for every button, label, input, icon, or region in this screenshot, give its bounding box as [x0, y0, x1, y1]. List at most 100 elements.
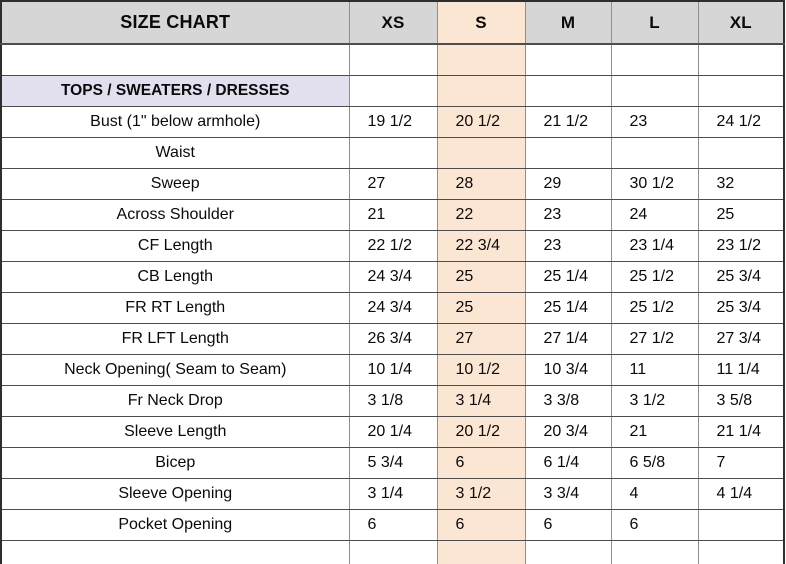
- value-cell: 3 3/4: [524, 477, 612, 510]
- row-label-cell: Fr Neck Drop: [0, 384, 350, 417]
- value-cell: 19 1/2: [348, 105, 438, 138]
- value-cell: 11 1/4: [697, 353, 785, 386]
- row-label-cell: Waist: [0, 136, 350, 169]
- value-cell: 27: [348, 167, 438, 200]
- row-label-cell: Across Shoulder: [0, 198, 350, 231]
- value-cell: 3 5/8: [697, 384, 785, 417]
- table-row: Across Shoulder 21 22 23 24 25: [0, 198, 785, 231]
- section-title-cell: TOPS / SWEATERS / DRESSES: [0, 74, 350, 107]
- column-header-s: S: [436, 0, 526, 45]
- value-cell: [436, 539, 526, 564]
- value-cell: 3 1/2: [610, 384, 699, 417]
- value-cell: [697, 539, 785, 564]
- value-cell: [436, 43, 526, 76]
- row-label-cell: Sweep: [0, 167, 350, 200]
- value-cell: 11: [610, 353, 699, 386]
- value-cell: 25: [436, 291, 526, 324]
- value-cell: 30 1/2: [610, 167, 699, 200]
- value-cell: 25 1/2: [610, 260, 699, 293]
- value-cell: [348, 43, 438, 76]
- row-label-cell: Pocket Opening: [0, 508, 350, 541]
- value-cell: 6 5/8: [610, 446, 699, 479]
- table-row: [0, 539, 785, 564]
- value-cell: 23: [524, 229, 612, 262]
- row-label-cell: CF Length: [0, 229, 350, 262]
- value-cell: [697, 74, 785, 107]
- row-label-cell: Bicep: [0, 446, 350, 479]
- row-label-cell: Neck Opening( Seam to Seam): [0, 353, 350, 386]
- value-cell: 5 3/4: [348, 446, 438, 479]
- row-label-cell: [0, 539, 350, 564]
- value-cell: 25 1/4: [524, 260, 612, 293]
- value-cell: 21: [610, 415, 699, 448]
- value-cell: 26 3/4: [348, 322, 438, 355]
- value-cell: 10 1/4: [348, 353, 438, 386]
- value-cell: 6: [610, 508, 699, 541]
- value-cell: 10 1/2: [436, 353, 526, 386]
- table-row: CB Length 24 3/4 25 25 1/4 25 1/2 25 3/4: [0, 260, 785, 293]
- value-cell: 24 3/4: [348, 291, 438, 324]
- value-cell: 21 1/4: [697, 415, 785, 448]
- value-cell: 6 1/4: [524, 446, 612, 479]
- value-cell: 27 1/4: [524, 322, 612, 355]
- value-cell: 24: [610, 198, 699, 231]
- row-label-cell: FR RT Length: [0, 291, 350, 324]
- table-row: FR LFT Length 26 3/4 27 27 1/4 27 1/2 27 3/4: [0, 322, 785, 355]
- value-cell: 25: [436, 260, 526, 293]
- table-row: Sleeve Length 20 1/4 20 1/2 20 3/4 21 21 1/4: [0, 415, 785, 448]
- table-row: Fr Neck Drop 3 1/8 3 1/4 3 3/8 3 1/2 3 5/8: [0, 384, 785, 417]
- table-row: Sweep 27 28 29 30 1/2 32: [0, 167, 785, 200]
- table-row: Waist: [0, 136, 785, 169]
- row-label-cell: CB Length: [0, 260, 350, 293]
- value-cell: 23: [610, 105, 699, 138]
- value-cell: 3 1/2: [436, 477, 526, 510]
- value-cell: 20 1/2: [436, 415, 526, 448]
- value-cell: 22: [436, 198, 526, 231]
- table-row: Bust (1" below armhole) 19 1/2 20 1/2 21 1/…: [0, 105, 785, 138]
- table-row: Neck Opening( Seam to Seam) 10 1/4 10 1/2 1…: [0, 353, 785, 386]
- value-cell: 27 1/2: [610, 322, 699, 355]
- value-cell: 6: [436, 446, 526, 479]
- section-row: TOPS / SWEATERS / DRESSES: [0, 74, 785, 107]
- value-cell: 24 3/4: [348, 260, 438, 293]
- table-row: FR RT Length 24 3/4 25 25 1/4 25 1/2 25 3/4: [0, 291, 785, 324]
- value-cell: 21: [348, 198, 438, 231]
- value-cell: 20 1/2: [436, 105, 526, 138]
- value-cell: 32: [697, 167, 785, 200]
- value-cell: [524, 136, 612, 169]
- row-label-cell: Bust (1" below armhole): [0, 105, 350, 138]
- value-cell: 21 1/2: [524, 105, 612, 138]
- value-cell: 7: [697, 446, 785, 479]
- value-cell: 25 1/2: [610, 291, 699, 324]
- table-row: Bicep 5 3/4 6 6 1/4 6 5/8 7: [0, 446, 785, 479]
- value-cell: [610, 136, 699, 169]
- value-cell: [436, 74, 526, 107]
- column-header-xl: XL: [697, 0, 785, 45]
- value-cell: 4: [610, 477, 699, 510]
- value-cell: 6: [348, 508, 438, 541]
- value-cell: 22 3/4: [436, 229, 526, 262]
- row-label-cell: [0, 43, 350, 76]
- column-header-l: L: [610, 0, 699, 45]
- value-cell: 20 1/4: [348, 415, 438, 448]
- value-cell: 6: [436, 508, 526, 541]
- value-cell: [524, 74, 612, 107]
- table-row: CF Length 22 1/2 22 3/4 23 23 1/4 23 1/2: [0, 229, 785, 262]
- value-cell: 24 1/2: [697, 105, 785, 138]
- value-cell: 4 1/4: [697, 477, 785, 510]
- value-cell: 6: [524, 508, 612, 541]
- value-cell: [697, 43, 785, 76]
- value-cell: [610, 539, 699, 564]
- value-cell: [610, 74, 699, 107]
- value-cell: [697, 136, 785, 169]
- header-row: SIZE CHART XS S M L XL: [0, 0, 785, 45]
- value-cell: 25 1/4: [524, 291, 612, 324]
- value-cell: [436, 136, 526, 169]
- value-cell: [610, 43, 699, 76]
- size-chart-title: SIZE CHART: [0, 0, 350, 45]
- row-label-cell: Sleeve Length: [0, 415, 350, 448]
- table-row: [0, 43, 785, 76]
- row-label-cell: FR LFT Length: [0, 322, 350, 355]
- value-cell: [348, 74, 438, 107]
